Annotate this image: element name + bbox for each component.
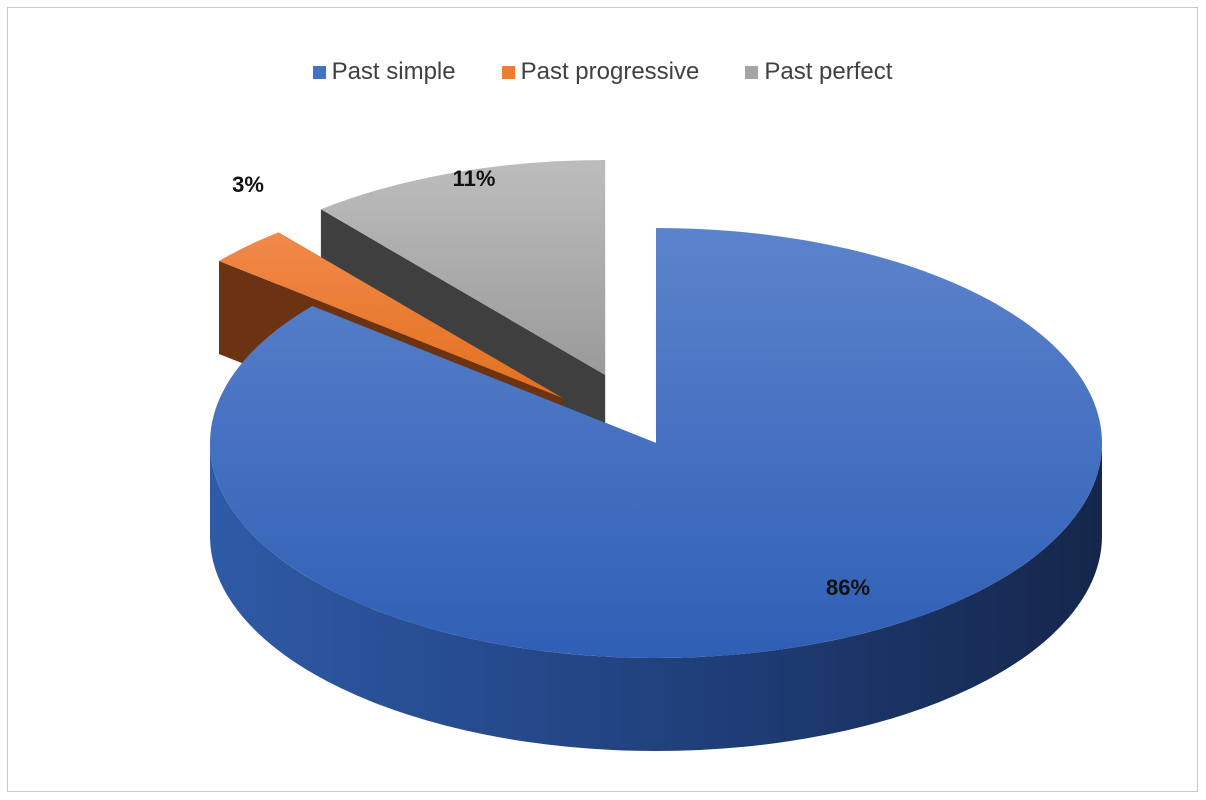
data-label-past-simple: 86% [826,575,870,600]
legend-label-past-progressive: Past progressive [520,58,700,85]
pie-slice-side-past-simple [210,443,1102,751]
legend-item-past-progressive: Past progressive [501,58,700,86]
legend-swatch-past-perfect [745,65,759,79]
data-label-past-progressive: 3% [232,172,264,197]
data-label-past-perfect: 11% [453,166,496,191]
legend-label-past-simple: Past simple [331,58,456,85]
legend-item-past-perfect: Past perfect [745,58,892,86]
legend-label-past-perfect: Past perfect [764,58,893,85]
pie-slice-top-past-progressive [219,232,563,399]
legend-item-past-simple: Past simple [312,58,456,86]
pie-slice-top-past-perfect [320,159,606,375]
legend-swatch-past-simple [312,65,326,79]
legend-swatch-past-progressive [501,65,515,79]
legend: Past simple Past progressive Past perfec… [8,58,1197,86]
pie-slice-top-past-simple [210,228,1103,658]
pie-slice-past-simple [210,228,1103,751]
